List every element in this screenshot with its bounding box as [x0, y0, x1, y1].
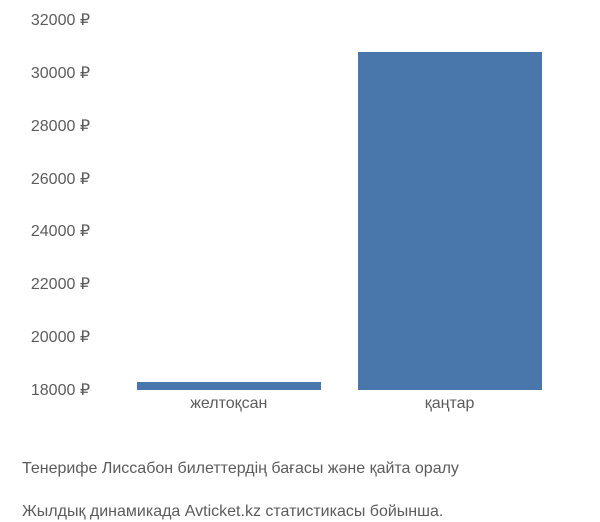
- bar: [137, 382, 321, 390]
- y-tick-label: 30000 ₽: [0, 63, 90, 83]
- y-tick-label: 20000 ₽: [0, 327, 90, 347]
- plot-area: [100, 20, 560, 390]
- y-tick-label: 26000 ₽: [0, 169, 90, 189]
- y-tick-label: 18000 ₽: [0, 380, 90, 400]
- bar: [358, 52, 542, 390]
- y-tick-label: 32000 ₽: [0, 10, 90, 30]
- y-tick-label: 24000 ₽: [0, 221, 90, 241]
- caption-line-1: Тенерифе Лиссабон билеттердің бағасы жән…: [22, 460, 459, 477]
- x-tick-label: қаңтар: [425, 395, 475, 413]
- chart-caption: Тенерифе Лиссабон билеттердің бағасы жән…: [22, 436, 459, 522]
- price-chart: 18000 ₽ 20000 ₽ 22000 ₽ 24000 ₽ 26000 ₽ 28000…: [0, 0, 600, 500]
- caption-line-2: Жылдық динамикада Avticket.kz статистика…: [22, 503, 443, 520]
- y-tick-label: 22000 ₽: [0, 274, 90, 294]
- x-tick-label: желтоқсан: [190, 395, 267, 413]
- y-tick-label: 28000 ₽: [0, 116, 90, 136]
